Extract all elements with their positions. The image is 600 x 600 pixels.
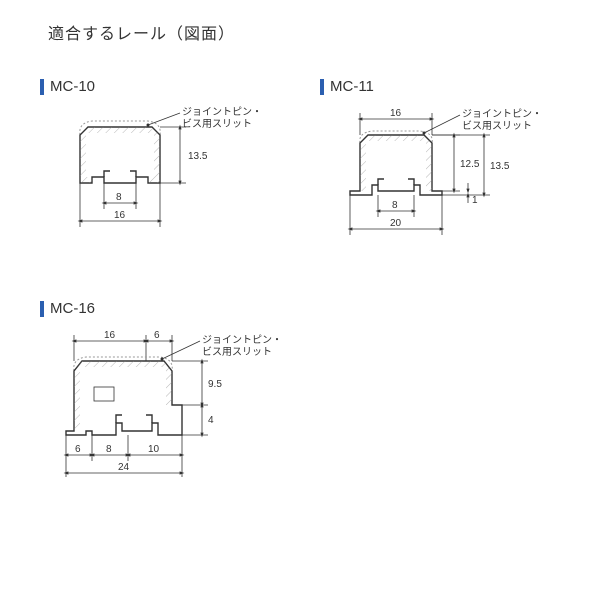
dim-mc16-hl: 4 — [208, 415, 214, 426]
label-mc16: MC-16 — [50, 300, 95, 317]
accent-bar — [320, 79, 324, 95]
annot-mc11-l1: ジョイントピン・ — [462, 108, 542, 120]
dim-mc11-lip: 1 — [472, 195, 478, 206]
dim-mc10-h: 13.5 — [188, 151, 208, 162]
heading-mc10: MC-10 — [40, 78, 300, 95]
dim-mc11-wbot: 20 — [390, 218, 402, 229]
page-title: 適合するレール（図面） — [48, 20, 235, 44]
dim-mc11-wtop: 16 — [390, 108, 402, 119]
annot-mc11-l2: ビス用スリット — [462, 120, 532, 132]
annot-mc16-l2: ビス用スリット — [202, 346, 272, 358]
dim-mc16-wtl: 16 — [104, 330, 116, 341]
card-mc16: MC-16 16 6 — [40, 300, 340, 527]
dim-mc11-hin: 12.5 — [460, 159, 480, 170]
annot-mc10-l1: ジョイントピン・ — [182, 106, 262, 118]
label-mc11: MC-11 — [330, 78, 374, 95]
diagram-mc10: ジョイントピン・ ビス用スリット 13.5 8 16 — [40, 105, 300, 265]
annot-mc16-l1: ジョイントピン・ — [202, 334, 282, 346]
dim-mc10-w: 16 — [114, 210, 126, 221]
accent-bar — [40, 79, 44, 95]
dim-mc16-b2: 8 — [106, 444, 112, 455]
dim-mc16-wt: 24 — [118, 462, 130, 473]
annot-mc10-l2: ビス用スリット — [182, 118, 252, 130]
dim-mc11-slot: 8 — [392, 200, 398, 211]
dim-mc16-wtr: 6 — [154, 330, 160, 341]
accent-bar — [40, 301, 44, 317]
heading-mc16: MC-16 — [40, 300, 340, 317]
dim-mc16-hu: 9.5 — [208, 379, 222, 390]
label-mc10: MC-10 — [50, 78, 95, 95]
diagram-mc11: 16 ジョイントピン・ ビス用スリット 12.5 13.5 — [320, 105, 590, 275]
dim-mc11-hout: 13.5 — [490, 161, 510, 172]
heading-mc11: MC-11 — [320, 78, 590, 95]
dim-mc16-b1: 6 — [75, 444, 81, 455]
card-mc10: MC-10 — [40, 78, 300, 265]
card-mc11: MC-11 16 ジョイントピン・ ビス用スリ — [320, 78, 590, 275]
dim-mc16-b3: 10 — [148, 444, 160, 455]
dim-mc10-slot: 8 — [116, 192, 122, 203]
diagram-mc16: 16 6 ジョイントピン・ ビス用スリット 9.5 4 — [40, 327, 340, 527]
